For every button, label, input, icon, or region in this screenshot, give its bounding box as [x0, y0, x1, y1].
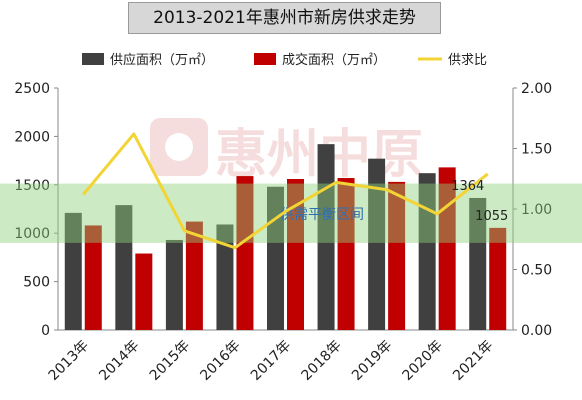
data-label-supply: 1364 [451, 179, 484, 194]
x-tick-label: 2017年 [248, 338, 294, 384]
bar-supply [64, 212, 82, 330]
bar-deal [84, 225, 102, 330]
x-tick-label: 2019年 [349, 338, 395, 384]
x-tick-label: 2020年 [400, 338, 446, 384]
legend-label-supply: 供应面积（万㎡） [110, 52, 214, 68]
watermark-logo-icon [150, 118, 208, 176]
y-axis-right-ticks: 0.00 0.50 1.00 1.50 2.00 [513, 81, 552, 339]
legend-swatch-supply [82, 53, 104, 65]
y-left-tick-label: 2500 [14, 81, 50, 97]
bar-deal [135, 253, 153, 330]
legend-label-ratio: 供求比 [448, 53, 487, 68]
watermark-logo-dot [165, 133, 193, 161]
bars [64, 144, 507, 330]
x-tick-label: 2016年 [197, 338, 243, 384]
bar-supply [469, 197, 487, 330]
balance-band-rect [0, 183, 582, 243]
legend-item-ratio: 供求比 [418, 53, 487, 68]
x-tick-label: 2014年 [96, 338, 142, 384]
y-left-tick-label: 2000 [14, 129, 50, 145]
y-right-tick-label: 0.00 [521, 323, 552, 339]
y-left-tick-label: 1000 [14, 226, 50, 242]
bar-supply [165, 239, 183, 330]
y-left-tick-label: 500 [23, 275, 50, 291]
y-right-tick-label: 2.00 [521, 81, 552, 97]
y-right-tick-label: 0.50 [521, 263, 552, 279]
x-tick-label: 2018年 [298, 338, 344, 384]
bar-deal [388, 181, 406, 330]
bar-supply [368, 158, 386, 330]
y-left-tick-label: 1500 [14, 178, 50, 194]
legend: 供应面积（万㎡） 成交面积（万㎡） 供求比 [82, 52, 487, 68]
y-right-tick-label: 1.00 [521, 202, 552, 218]
x-axis-ticks: 2013年 2014年 2015年 2016年 2017年 2018年 2019年 2020年… [46, 338, 497, 384]
y-axis-left-ticks: 0 500 1000 1500 2000 2500 [14, 81, 58, 339]
y-right-tick-label: 1.50 [521, 142, 552, 158]
chart-title: 2013-2021年惠州市新房供求走势 [128, 2, 441, 34]
bar-deal [185, 221, 203, 330]
bar-deal [287, 178, 304, 330]
bar-deal [236, 176, 254, 330]
balance-band: 供需平衡区间 [0, 183, 582, 243]
legend-swatch-deal [254, 53, 276, 65]
data-label-deal: 1055 [475, 209, 508, 224]
legend-item-supply: 供应面积（万㎡） [82, 52, 214, 68]
y-left-tick-label: 0 [41, 323, 50, 339]
balance-band-label: 供需平衡区间 [280, 207, 364, 223]
legend-item-deal: 成交面积（万㎡） [254, 52, 386, 68]
bar-supply [115, 205, 133, 330]
x-tick-label: 2015年 [147, 338, 193, 384]
bar-deal [489, 227, 507, 330]
legend-label-deal: 成交面积（万㎡） [282, 52, 386, 68]
x-tick-label: 2021年 [450, 338, 496, 384]
x-tick-label: 2013年 [46, 338, 92, 384]
bar-supply [216, 224, 234, 330]
data-labels: 1364 1055 [451, 179, 508, 224]
ratio-line-layer [82, 132, 489, 250]
bar-deal [337, 178, 355, 330]
